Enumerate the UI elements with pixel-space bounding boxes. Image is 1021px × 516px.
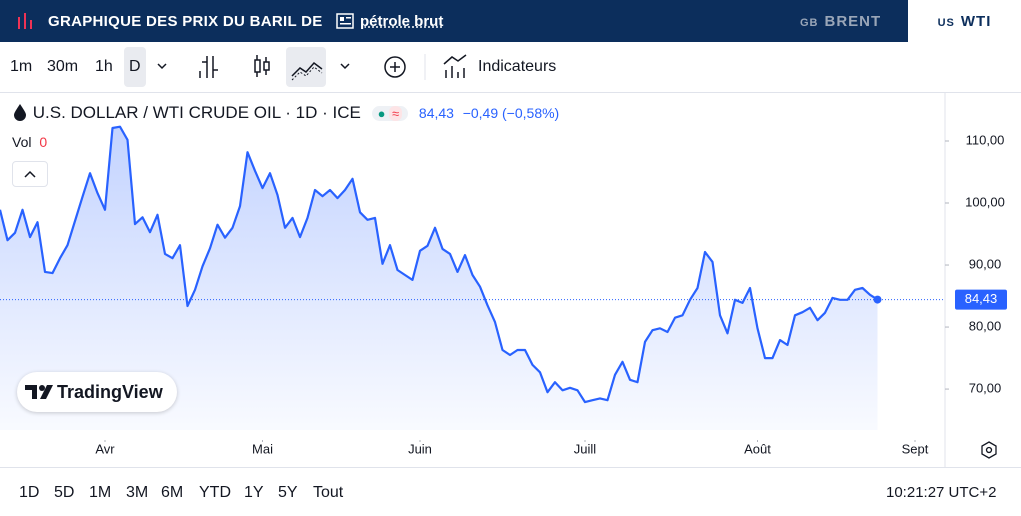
tab-name: BRENT (824, 13, 882, 30)
y-tick-label: 80,00 (969, 318, 1002, 333)
y-tick-label: 100,00 (965, 194, 1005, 209)
legend: U.S. DOLLAR / WTI CRUDE OIL · 1D · ICE ●… (12, 103, 559, 123)
collapse-button[interactable] (12, 161, 48, 187)
change: −0,49 (−0,58%) (462, 105, 560, 121)
header-link[interactable]: pétrole brut (360, 13, 444, 30)
toolbar-icons (157, 47, 467, 87)
symbol: U.S. DOLLAR / WTI CRUDE OIL · 1D · ICE (32, 103, 361, 122)
range-button[interactable]: 3M (126, 484, 149, 501)
brand-name: TradingView (57, 382, 163, 402)
tab-code: GB (800, 17, 819, 29)
interval[interactable]: 1h (95, 58, 113, 75)
range-button[interactable]: 1M (89, 484, 112, 501)
tab[interactable]: GB BRENT (800, 0, 905, 42)
range-button[interactable]: Tout (313, 484, 344, 501)
symbol-icon (14, 104, 26, 121)
header: GRAPHIQUE DES PRIX DU BARIL DE pétrole b… (0, 0, 1021, 42)
tab-code: US (937, 17, 955, 29)
x-tick-label: Mai (252, 441, 273, 456)
range-button[interactable]: 1D (19, 484, 40, 501)
brand-logo (25, 385, 53, 399)
y-tick-label: 90,00 (969, 256, 1002, 271)
settings-shape (981, 441, 997, 459)
settings-dot (985, 446, 993, 454)
range-button[interactable]: YTD (199, 484, 231, 501)
price: 84,43 (418, 105, 454, 121)
x-tick-label: Sept (902, 441, 929, 456)
x-tick-label: Août (744, 441, 771, 456)
range-bar: 10:21:27 UTC+2 1D 5D 1M 3M 6M YTD 1Y 5Y Tout (0, 467, 1021, 516)
brand-badge[interactable]: TradingView (17, 372, 177, 412)
chart-icon (18, 13, 32, 29)
status-badge: ● ≈ (371, 106, 409, 121)
area (0, 126, 878, 430)
range-button[interactable]: 1Y (244, 484, 264, 501)
range-button[interactable]: 5D (54, 484, 75, 501)
interval[interactable]: 30m (47, 58, 79, 75)
price-line (0, 125, 879, 404)
y-tick-label: 110,00 (966, 132, 1005, 147)
settings-icon (981, 441, 997, 459)
y-tick-label: 70,00 (969, 381, 1002, 396)
chevron (24, 170, 36, 178)
vol-label: Vol (12, 134, 32, 150)
chart: 70,00 80,00 90,00 100,00 110,00 Avr Mai Juin Jui… (0, 92, 1007, 467)
clock: 10:21:27 UTC+2 (886, 484, 997, 501)
x-tick-label: Avr (95, 441, 115, 456)
interval-active-bg (124, 47, 146, 87)
last-price-tag (955, 289, 1007, 310)
indicators-button[interactable]: Indicateurs (478, 58, 557, 75)
range-button[interactable]: 6M (161, 484, 184, 501)
toolbar: 1m 30m 1h D Indicateurs (0, 42, 1021, 93)
range-button[interactable]: 5Y (278, 484, 298, 501)
interval[interactable]: D (129, 58, 141, 75)
news-icon (336, 13, 354, 29)
last-point (873, 295, 882, 304)
interval[interactable]: 1m (10, 58, 33, 75)
x-tick-label: Juill (574, 441, 597, 456)
vol-value: 0 (39, 134, 48, 150)
tab-name: WTI (960, 13, 992, 30)
x-tick-label: Juin (408, 441, 432, 456)
tab-active[interactable]: US WTI (908, 0, 1021, 42)
volume-legend: Vol 0 (12, 134, 47, 150)
last-price-label: 84,43 (965, 291, 998, 306)
header-title: GRAPHIQUE DES PRIX DU BARIL DE (48, 13, 323, 30)
